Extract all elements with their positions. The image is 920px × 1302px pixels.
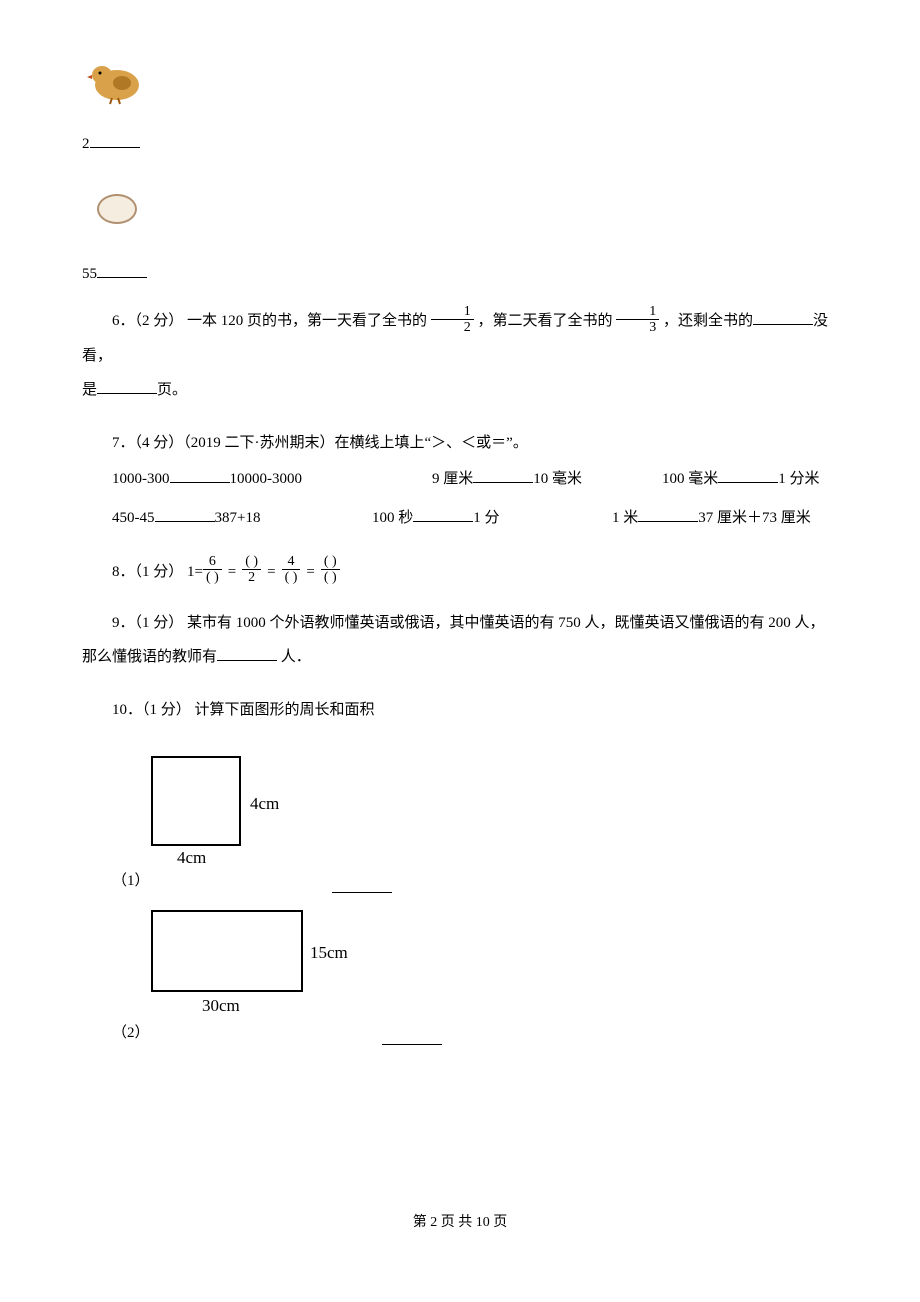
fraction: ( )( ) bbox=[321, 554, 340, 586]
expr: 100 秒 bbox=[372, 510, 413, 526]
subpart-1: （1） bbox=[112, 869, 162, 893]
question-7: 7．（4 分）（2019 二下·苏州期末）在横线上填上“＞、＜或＝”。 bbox=[82, 426, 840, 461]
blank bbox=[753, 310, 813, 325]
item-icon-chicken bbox=[82, 50, 840, 114]
expr: 450-45 bbox=[112, 510, 155, 526]
expr: 100 毫米 bbox=[662, 471, 718, 487]
q7-head: 7．（4 分）（2019 二下·苏州期末）在横线上填上“＞、＜或＝”。 bbox=[112, 435, 528, 451]
equals: = bbox=[228, 560, 236, 584]
svg-text:4cm: 4cm bbox=[177, 848, 206, 867]
q7-row1: 1000-300 10000-3000 9 厘米 10 毫米 100 毫米 1 分米 bbox=[112, 460, 840, 499]
expr: 387+18 bbox=[215, 510, 261, 526]
q9-text: 那么懂俄语的教师有 bbox=[82, 649, 217, 665]
question-9: 9．（1 分） 某市有 1000 个外语教师懂英语或俄语，其中懂英语的有 750… bbox=[82, 606, 840, 641]
blank bbox=[638, 507, 698, 522]
blank bbox=[90, 133, 140, 148]
blank bbox=[170, 468, 230, 483]
subpart-2: （2） bbox=[112, 1021, 162, 1045]
q6-text: 页。 bbox=[157, 382, 187, 398]
fraction-1-2: 12 bbox=[431, 304, 474, 336]
blank bbox=[217, 646, 277, 661]
q6-text: 是 bbox=[82, 382, 97, 398]
fraction: ( )2 bbox=[242, 554, 261, 586]
blank bbox=[382, 1030, 442, 1045]
square-4cm-figure: 4cm 4cm bbox=[112, 749, 342, 869]
equals: = bbox=[306, 560, 314, 584]
figure-1-group: 4cm 4cm （1） bbox=[112, 749, 840, 893]
equals: = bbox=[267, 560, 275, 584]
blank bbox=[97, 263, 147, 278]
blank bbox=[473, 468, 533, 483]
expr: 10 毫米 bbox=[533, 471, 582, 487]
figure-2-group: 15cm 30cm （2） bbox=[112, 903, 840, 1045]
question-6-line2: 是 页。 bbox=[82, 373, 840, 408]
svg-text:30cm: 30cm bbox=[202, 996, 240, 1015]
expr: 1 米 bbox=[612, 510, 638, 526]
item-number-1: 2 bbox=[82, 132, 840, 156]
fraction-1-3: 13 bbox=[616, 304, 659, 336]
blank bbox=[413, 507, 473, 522]
question-9-line2: 那么懂俄语的教师有 人． bbox=[82, 640, 840, 675]
question-6: 6．（2 分） 一本 120 页的书，第一天看了全书的 12 ，第二天看了全书的… bbox=[82, 304, 840, 373]
q9-text: 9．（1 分） 某市有 1000 个外语教师懂英语或俄语，其中懂英语的有 750… bbox=[112, 615, 825, 631]
svg-text:15cm: 15cm bbox=[310, 943, 348, 962]
q6-text: ，第二天看了全书的 bbox=[478, 313, 617, 329]
q6-text: 6．（2 分） 一本 120 页的书，第一天看了全书的 bbox=[112, 313, 431, 329]
question-10: 10．（1 分） 计算下面图形的周长和面积 bbox=[82, 693, 840, 728]
q7-row2: 450-45 387+18 100 秒 1 分 1 米 37 厘米＋73 厘米 bbox=[112, 499, 840, 538]
expr: 1 分 bbox=[473, 510, 499, 526]
blank bbox=[332, 878, 392, 893]
num-55: 55 bbox=[82, 266, 97, 282]
expr: 9 厘米 bbox=[432, 471, 473, 487]
num-2: 2 bbox=[82, 136, 90, 152]
fraction: 4( ) bbox=[282, 554, 301, 586]
svg-text:4cm: 4cm bbox=[250, 794, 279, 813]
blank bbox=[718, 468, 778, 483]
expr: 10000-3000 bbox=[230, 471, 303, 487]
item-number-2: 55 bbox=[82, 262, 840, 286]
expr: 37 厘米＋73 厘米 bbox=[698, 510, 811, 526]
item-icon-egg bbox=[82, 194, 840, 224]
q10-head: 10．（1 分） 计算下面图形的周长和面积 bbox=[112, 702, 375, 718]
blank bbox=[155, 507, 215, 522]
q6-text: ，还剩全书的 bbox=[663, 313, 753, 329]
expr: 1 分米 bbox=[778, 471, 819, 487]
expr: 1000-300 bbox=[112, 471, 170, 487]
page-footer: 第 2 页 共 10 页 bbox=[0, 1212, 920, 1234]
blank bbox=[97, 379, 157, 394]
q8-head: 8．（1 分） 1= bbox=[112, 560, 203, 584]
q9-text: 人． bbox=[277, 649, 311, 665]
fraction: 6( ) bbox=[203, 554, 222, 586]
question-8: 8．（1 分） 1= 6( ) = ( )2 = 4( ) = ( )( ) bbox=[112, 556, 840, 588]
rect-30x15-figure: 15cm 30cm bbox=[112, 903, 402, 1021]
